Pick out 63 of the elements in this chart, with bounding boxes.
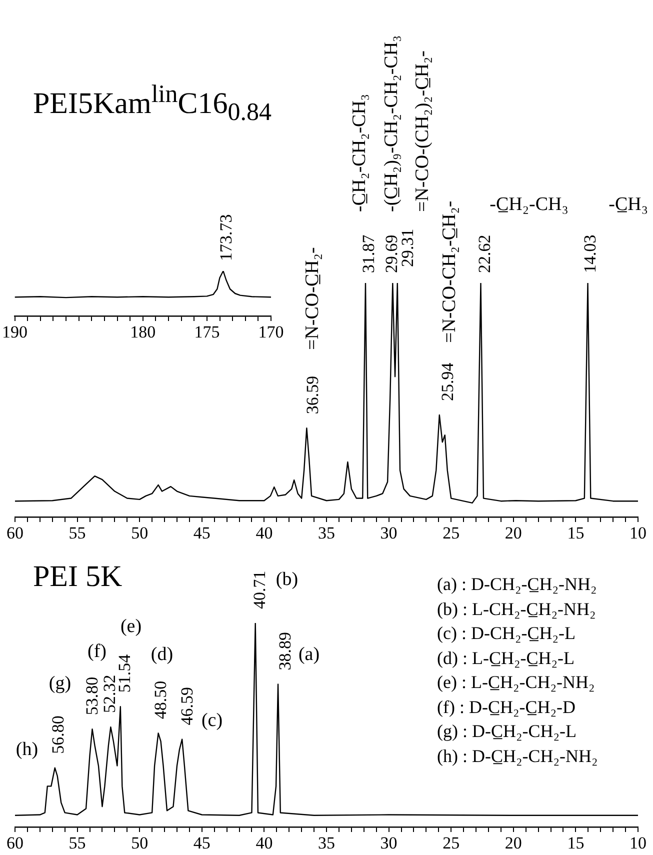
x-tick-label: 20 bbox=[504, 834, 522, 853]
annotation: 31.87 bbox=[358, 234, 378, 273]
annotation: (a) bbox=[298, 644, 320, 665]
annotation: =N-CO-CH₂-C̲H₂- bbox=[438, 200, 460, 343]
x-tick-label: 40 bbox=[256, 524, 273, 543]
annotation: (g) : D-C̲H₂-CH₂-L bbox=[437, 720, 578, 743]
x-tick-label: 55 bbox=[68, 834, 86, 853]
chart-title: PEI5Kam$^{lin}$C16$_{0.84}$ bbox=[33, 81, 272, 126]
x-tick-label: 30 bbox=[380, 834, 398, 853]
annotation: 46.59 bbox=[178, 687, 197, 726]
text: (b) bbox=[276, 568, 298, 590]
annotation: (d) bbox=[150, 644, 174, 665]
x-tick-label: 25 bbox=[442, 524, 460, 543]
x-tick-label: 40 bbox=[256, 834, 273, 853]
annotation: (e) bbox=[120, 616, 142, 637]
text: (b) : L-CH₂-C̲H₂-NH₂ bbox=[437, 598, 597, 621]
text: -C̲H₃ bbox=[608, 194, 648, 215]
x-tick-label: 15 bbox=[567, 834, 584, 853]
x-tick-label: 50 bbox=[131, 834, 148, 853]
annotation: 48.50 bbox=[150, 680, 170, 720]
x-tick-label: 45 bbox=[193, 524, 210, 543]
annotation: 38.89 bbox=[276, 632, 294, 670]
annotation: (h) : D-C̲H₂-CH₂-NH₂ bbox=[437, 744, 598, 768]
annotation: 25.94 bbox=[438, 362, 457, 401]
annotation: 173.73 bbox=[216, 214, 236, 261]
annotation: 40.71 bbox=[250, 570, 269, 609]
x-tick-label: 35 bbox=[318, 524, 335, 543]
text: =N-CO-(CH₂)₂-C̲H₂- bbox=[412, 50, 433, 212]
x-tick-label: 20 bbox=[504, 524, 522, 543]
text: -(C̲H₂)₉-CH₂-CH₂-CH₃ bbox=[380, 35, 402, 212]
annotation: (g) bbox=[48, 672, 72, 694]
x-tick-label: 170 bbox=[258, 322, 284, 342]
text: -C̲H₂-CH₂-CH₃ bbox=[348, 94, 370, 212]
x-tick-label: 25 bbox=[442, 834, 460, 853]
x-tick-label: 175 bbox=[194, 322, 220, 342]
annotation: (f) bbox=[88, 640, 106, 662]
x-tick-label: 30 bbox=[380, 524, 398, 543]
annotation: (f) : D-C̲H₂-C̲H₂-D bbox=[437, 696, 577, 719]
annotation: 22.62 bbox=[475, 234, 494, 273]
annotation: 36.59 bbox=[303, 376, 322, 414]
annotation: 53.80 bbox=[82, 676, 102, 716]
x-tick-label: 15 bbox=[567, 524, 584, 543]
x-tick-label: 190 bbox=[2, 322, 28, 342]
text: (a) : D-CH₂-C̲H₂-NH₂ bbox=[437, 573, 598, 596]
annotation: (c) : D-CH₂-C̲H₂-L bbox=[437, 622, 577, 645]
annotation: (d) : L-C̲H₂-C̲H₂-L bbox=[437, 646, 576, 670]
x-tick-label: 10 bbox=[630, 524, 646, 543]
x-tick-label: 60 bbox=[6, 834, 24, 853]
x-tick-label: 180 bbox=[130, 322, 156, 342]
annotation: (h) bbox=[16, 738, 38, 760]
x-tick-label: 55 bbox=[68, 524, 86, 543]
text: -C̲H₂-CH₃ bbox=[490, 194, 568, 215]
x-tick-label: 35 bbox=[318, 834, 335, 853]
annotation: =N-CO-C̲H₂- bbox=[302, 247, 323, 350]
annotation: 56.80 bbox=[48, 716, 68, 754]
annotation: (c) bbox=[201, 710, 223, 731]
chart-title: PEI 5K bbox=[33, 560, 122, 593]
annotation: (e) : L-C̲H₂-CH₂-NH₂ bbox=[437, 671, 596, 694]
x-tick-label: 45 bbox=[193, 834, 210, 853]
x-tick-label: 60 bbox=[6, 524, 24, 543]
x-tick-label: 50 bbox=[131, 524, 148, 543]
annotation: 14.03 bbox=[580, 234, 600, 273]
x-tick-label: 10 bbox=[630, 834, 646, 853]
